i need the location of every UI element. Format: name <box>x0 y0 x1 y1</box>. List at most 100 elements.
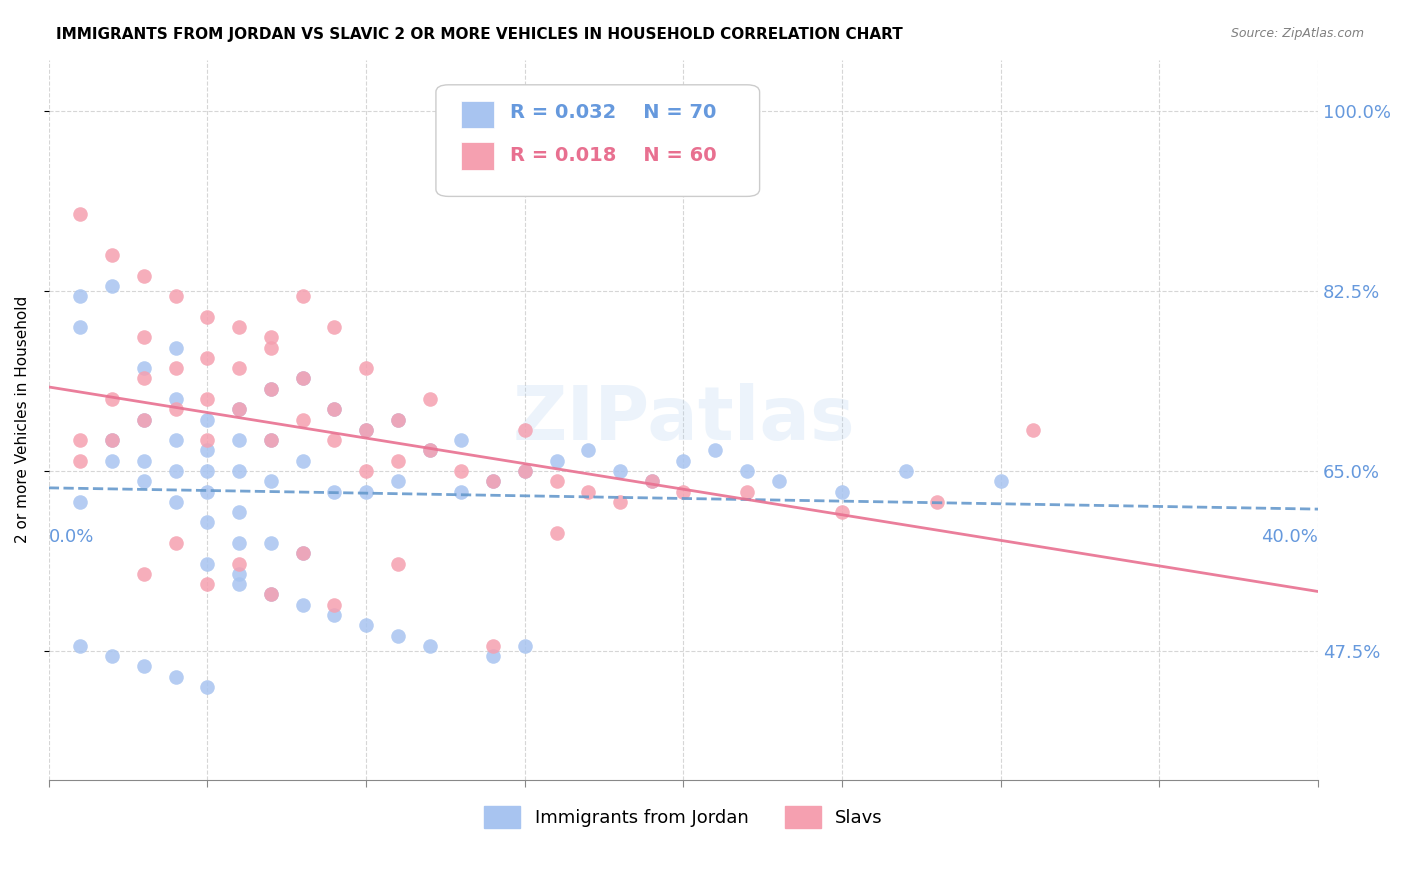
Point <box>387 475 409 489</box>
Point <box>260 587 283 601</box>
Point <box>291 598 314 612</box>
Text: 0.0%: 0.0% <box>49 527 94 546</box>
Point <box>165 289 187 303</box>
Point <box>165 670 187 684</box>
Point <box>69 433 91 447</box>
Point <box>450 464 472 478</box>
Point <box>132 268 155 283</box>
Point <box>260 433 283 447</box>
Point <box>228 361 250 376</box>
Point <box>197 310 219 324</box>
Point <box>546 475 568 489</box>
Point <box>197 680 219 694</box>
FancyBboxPatch shape <box>461 143 495 169</box>
Point <box>768 475 790 489</box>
Point <box>513 464 536 478</box>
Point <box>513 423 536 437</box>
Text: R = 0.018    N = 60: R = 0.018 N = 60 <box>509 146 716 165</box>
Text: 40.0%: 40.0% <box>1261 527 1319 546</box>
Point <box>132 330 155 344</box>
Point <box>387 412 409 426</box>
Point <box>291 371 314 385</box>
Point <box>419 639 441 653</box>
Point <box>132 454 155 468</box>
Point <box>228 557 250 571</box>
Point <box>291 546 314 560</box>
Point <box>387 557 409 571</box>
Point <box>132 566 155 581</box>
Point <box>260 341 283 355</box>
Point <box>197 464 219 478</box>
Point <box>450 484 472 499</box>
Point <box>513 639 536 653</box>
Point <box>387 412 409 426</box>
Point <box>546 525 568 540</box>
Point <box>132 412 155 426</box>
Point <box>197 433 219 447</box>
Point <box>228 577 250 591</box>
Point <box>101 454 124 468</box>
Point <box>228 433 250 447</box>
Point <box>323 484 346 499</box>
Point <box>927 495 949 509</box>
Point <box>387 629 409 643</box>
Point <box>228 566 250 581</box>
Point <box>354 464 377 478</box>
Point <box>419 443 441 458</box>
Point <box>69 639 91 653</box>
Point <box>482 475 505 489</box>
Text: ZIPatlas: ZIPatlas <box>512 383 855 456</box>
Point <box>450 433 472 447</box>
FancyBboxPatch shape <box>461 101 495 128</box>
Text: R = 0.032    N = 70: R = 0.032 N = 70 <box>509 103 716 121</box>
Y-axis label: 2 or more Vehicles in Household: 2 or more Vehicles in Household <box>15 296 30 543</box>
Point <box>387 454 409 468</box>
Point <box>419 443 441 458</box>
Point <box>69 289 91 303</box>
Point <box>260 536 283 550</box>
Point <box>704 443 727 458</box>
Point <box>291 412 314 426</box>
Point <box>197 443 219 458</box>
Point <box>260 587 283 601</box>
Point <box>197 516 219 530</box>
Point <box>228 402 250 417</box>
Point <box>228 464 250 478</box>
Point <box>228 505 250 519</box>
Point <box>132 412 155 426</box>
Point <box>641 475 664 489</box>
Point <box>291 546 314 560</box>
Point <box>323 433 346 447</box>
Point <box>197 557 219 571</box>
Point <box>132 475 155 489</box>
Point <box>291 289 314 303</box>
Point <box>101 279 124 293</box>
Point <box>641 475 664 489</box>
Point <box>735 464 758 478</box>
Legend: Immigrants from Jordan, Slavs: Immigrants from Jordan, Slavs <box>477 799 890 836</box>
Point <box>197 577 219 591</box>
Point <box>165 495 187 509</box>
FancyBboxPatch shape <box>436 85 759 196</box>
Point <box>482 475 505 489</box>
Point <box>197 392 219 406</box>
Point <box>482 649 505 664</box>
Point <box>482 639 505 653</box>
Point <box>165 361 187 376</box>
Point <box>101 649 124 664</box>
Point <box>197 412 219 426</box>
Point <box>260 433 283 447</box>
Point <box>609 464 631 478</box>
Point <box>69 454 91 468</box>
Point <box>354 361 377 376</box>
Point <box>354 423 377 437</box>
Point <box>165 433 187 447</box>
Point <box>735 484 758 499</box>
Point <box>101 433 124 447</box>
Point <box>260 382 283 396</box>
Point <box>69 320 91 334</box>
Point <box>354 484 377 499</box>
Point <box>165 341 187 355</box>
Point <box>323 402 346 417</box>
Point <box>101 392 124 406</box>
